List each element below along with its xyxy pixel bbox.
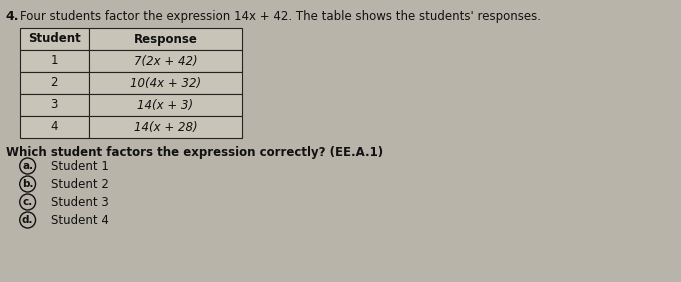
Text: b.: b. <box>22 179 33 189</box>
Text: Student 3: Student 3 <box>51 195 109 208</box>
Bar <box>89 94 242 116</box>
Bar <box>20 116 89 138</box>
Text: 3: 3 <box>50 98 58 111</box>
Text: c.: c. <box>22 197 33 207</box>
Text: 4.: 4. <box>6 10 20 23</box>
Text: a.: a. <box>22 161 33 171</box>
Text: 14(x + 3): 14(x + 3) <box>138 98 193 111</box>
Bar <box>20 28 89 50</box>
Text: 1: 1 <box>50 54 58 67</box>
Bar <box>89 28 242 50</box>
Text: 4: 4 <box>50 120 58 133</box>
Bar <box>20 72 89 94</box>
Text: 2: 2 <box>50 76 58 89</box>
Bar <box>89 116 242 138</box>
Text: Four students factor the expression 14x + 42. The table shows the students' resp: Four students factor the expression 14x … <box>20 10 541 23</box>
Text: Student 4: Student 4 <box>51 213 109 226</box>
Bar <box>20 50 89 72</box>
Text: Response: Response <box>133 32 197 45</box>
Bar <box>89 72 242 94</box>
Text: 14(x + 28): 14(x + 28) <box>133 120 197 133</box>
Text: Student 1: Student 1 <box>51 160 109 173</box>
Text: 7(2x + 42): 7(2x + 42) <box>133 54 197 67</box>
Text: Student: Student <box>28 32 80 45</box>
Text: Which student factors the expression correctly? (EE.A.1): Which student factors the expression cor… <box>6 146 383 159</box>
Bar <box>89 50 242 72</box>
Text: Student 2: Student 2 <box>51 177 109 191</box>
Bar <box>20 94 89 116</box>
Text: d.: d. <box>22 215 33 225</box>
Text: 10(4x + 32): 10(4x + 32) <box>130 76 201 89</box>
